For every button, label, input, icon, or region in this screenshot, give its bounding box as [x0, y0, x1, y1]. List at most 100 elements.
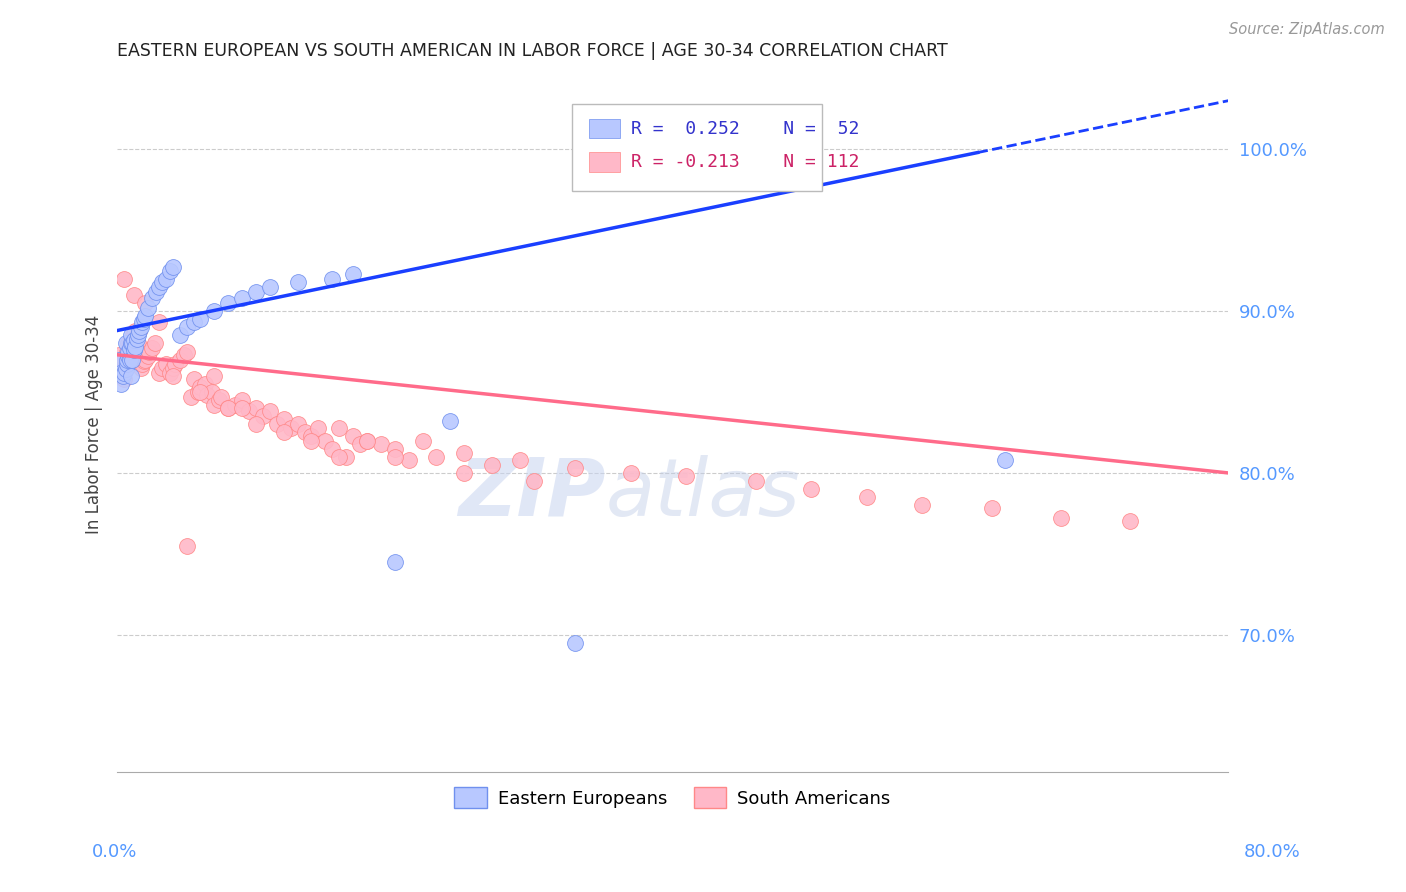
Point	[238, 404, 260, 418]
Point	[141, 341, 163, 355]
Point	[112, 372, 135, 386]
Point	[183, 372, 205, 386]
Point	[207, 393, 229, 408]
Legend: Eastern Europeans, South Americans: Eastern Europeans, South Americans	[447, 780, 898, 815]
Point	[675, 469, 697, 483]
Point	[118, 352, 141, 367]
Point	[202, 304, 225, 318]
Point	[120, 333, 142, 347]
Point	[111, 366, 134, 380]
Point	[321, 442, 343, 456]
Point	[522, 474, 544, 488]
Point	[162, 368, 184, 383]
Point	[1119, 515, 1142, 529]
Point	[150, 275, 173, 289]
Text: Source: ZipAtlas.com: Source: ZipAtlas.com	[1229, 22, 1385, 37]
Point	[384, 442, 406, 456]
Point	[224, 398, 246, 412]
Text: ZIP: ZIP	[458, 455, 606, 533]
Point	[342, 428, 364, 442]
Point	[273, 425, 295, 440]
Point	[159, 366, 181, 380]
Point	[176, 320, 198, 334]
Point	[370, 436, 392, 450]
Point	[124, 333, 146, 347]
Point	[134, 352, 156, 367]
Point	[120, 343, 142, 357]
Point	[209, 390, 232, 404]
Point	[481, 458, 503, 472]
Point	[128, 324, 150, 338]
Point	[245, 417, 267, 432]
Point	[125, 332, 148, 346]
Point	[287, 275, 309, 289]
Point	[107, 352, 129, 367]
Point	[398, 453, 420, 467]
Point	[121, 336, 143, 351]
Point	[127, 325, 149, 339]
Point	[169, 352, 191, 367]
Point	[148, 366, 170, 380]
Point	[620, 466, 643, 480]
Point	[231, 291, 253, 305]
Y-axis label: In Labor Force | Age 30-34: In Labor Force | Age 30-34	[86, 315, 103, 534]
Point	[122, 333, 145, 347]
Point	[384, 555, 406, 569]
Point	[134, 296, 156, 310]
Point	[122, 343, 145, 357]
Point	[183, 315, 205, 329]
Text: atlas: atlas	[606, 455, 800, 533]
Point	[425, 450, 447, 464]
Point	[162, 260, 184, 275]
Point	[117, 350, 139, 364]
Point	[118, 338, 141, 352]
Point	[148, 315, 170, 329]
Point	[117, 350, 139, 364]
Point	[384, 450, 406, 464]
Point	[800, 482, 823, 496]
Point	[121, 330, 143, 344]
Point	[855, 490, 877, 504]
Point	[132, 354, 155, 368]
Point	[180, 390, 202, 404]
Point	[194, 376, 217, 391]
Point	[342, 267, 364, 281]
Point	[259, 404, 281, 418]
Point	[301, 434, 323, 448]
Point	[1050, 511, 1073, 525]
Point	[273, 412, 295, 426]
Point	[108, 366, 131, 380]
Point	[190, 380, 212, 394]
Point	[202, 398, 225, 412]
Text: 0.0%: 0.0%	[91, 843, 136, 861]
Point	[120, 328, 142, 343]
Point	[155, 272, 177, 286]
Point	[124, 324, 146, 338]
Point	[328, 420, 350, 434]
Point	[136, 350, 159, 364]
Point	[112, 366, 135, 380]
Point	[148, 280, 170, 294]
Point	[112, 272, 135, 286]
Point	[744, 474, 766, 488]
Point	[176, 539, 198, 553]
Point	[150, 360, 173, 375]
Point	[356, 434, 378, 448]
Point	[980, 501, 1002, 516]
Point	[155, 358, 177, 372]
Point	[128, 324, 150, 338]
Point	[107, 348, 129, 362]
Point	[911, 498, 934, 512]
Point	[453, 466, 475, 480]
Bar	[589, 153, 620, 172]
Point	[114, 362, 136, 376]
Point	[129, 360, 152, 375]
Point	[125, 328, 148, 343]
Point	[453, 446, 475, 460]
Point	[118, 346, 141, 360]
Point	[439, 414, 461, 428]
Point	[120, 336, 142, 351]
Point	[136, 301, 159, 315]
Point	[217, 296, 239, 310]
Point	[120, 368, 142, 383]
